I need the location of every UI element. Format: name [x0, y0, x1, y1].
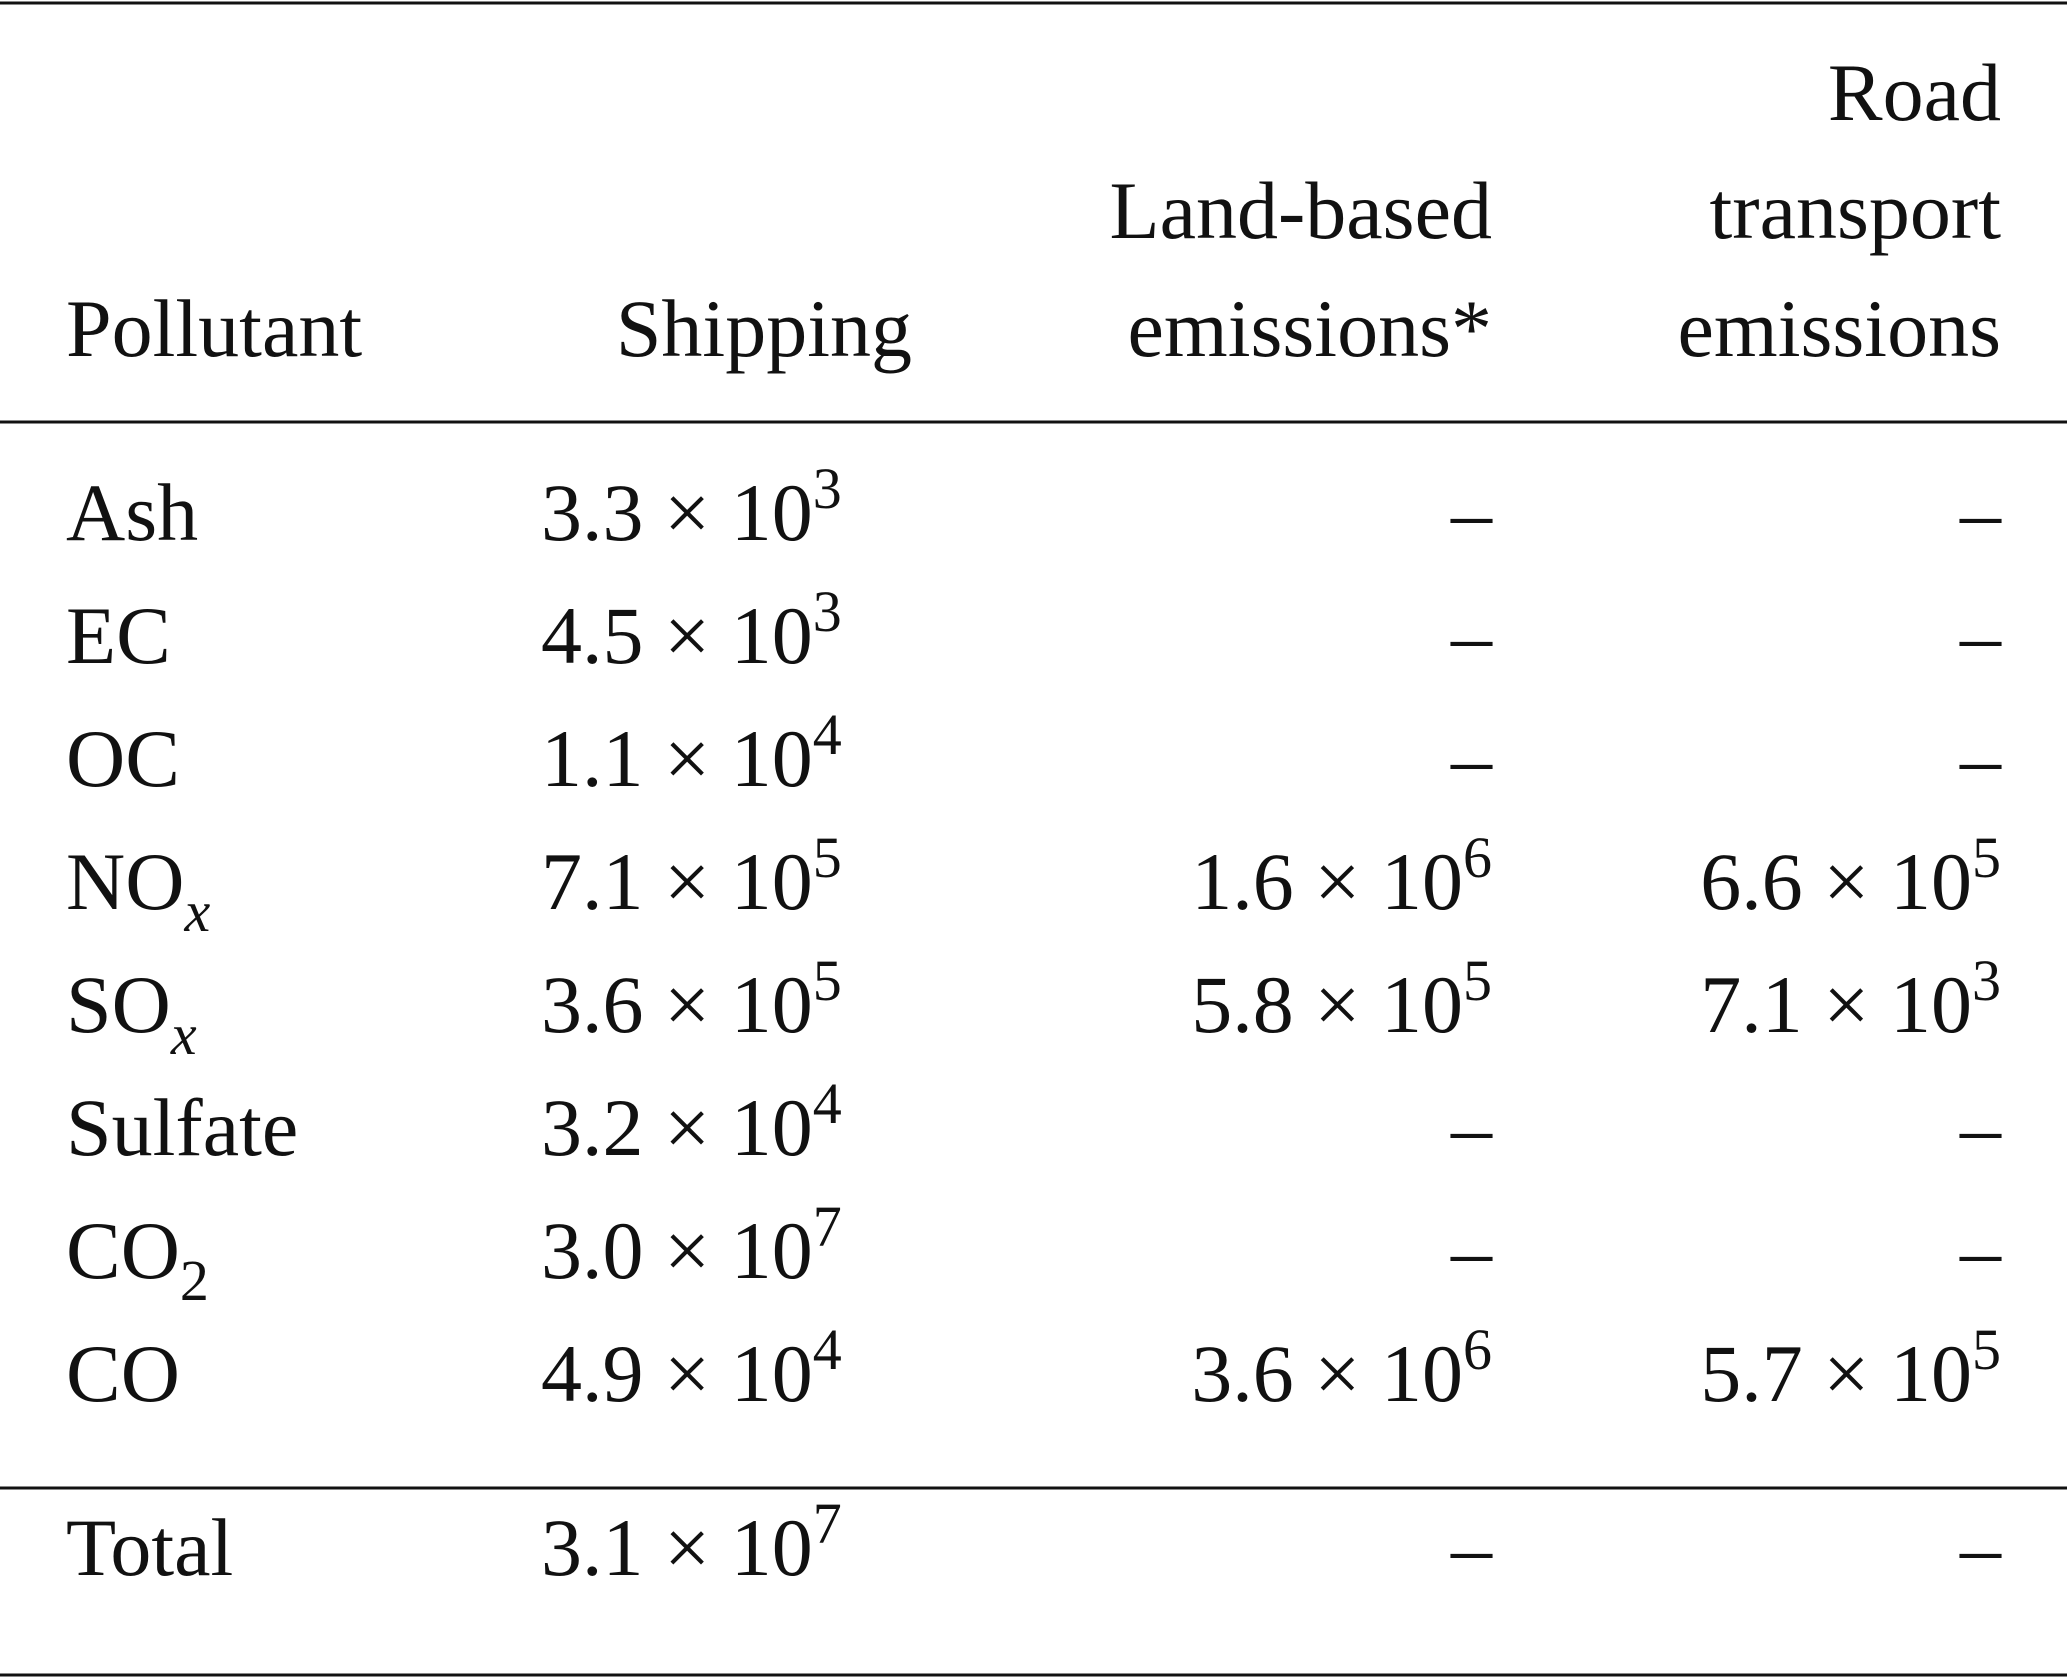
header-text: emissions*: [1128, 283, 1492, 374]
superscript: 3: [813, 456, 842, 521]
cell-base: 3.2 × 10: [541, 1082, 813, 1173]
cell-base: 1.1 × 10: [541, 713, 813, 804]
cell-base: 3.6 × 10: [1191, 1328, 1463, 1419]
total-cell: 3.1 × 107: [541, 1491, 842, 1593]
cell: 3.0 × 107: [541, 1194, 842, 1296]
superscript: 4: [813, 1071, 842, 1136]
superscript: 4: [813, 702, 842, 767]
cell: 3.2 × 104: [541, 1071, 842, 1173]
cell: 1.6 × 106: [1191, 825, 1492, 927]
superscript: 6: [1463, 1317, 1492, 1382]
cell: –: [1959, 590, 2002, 681]
superscript: 6: [1463, 825, 1492, 890]
cell: 6.6 × 105: [1700, 825, 2001, 927]
cell: 5.8 × 105: [1191, 948, 1492, 1050]
cell-base: 4.9 × 10: [541, 1328, 813, 1419]
total-label: Total: [66, 1502, 233, 1593]
cell: 1.1 × 104: [541, 702, 842, 804]
cell: 7.1 × 105: [541, 825, 842, 927]
header-text: transport: [1710, 165, 2002, 256]
cell: 4.5 × 103: [541, 579, 842, 681]
header-text: Land-based: [1110, 165, 1493, 256]
cell-base: 3.3 × 10: [541, 467, 813, 558]
row-label: Ash: [66, 467, 198, 558]
superscript: 4: [813, 1317, 842, 1382]
cell-base: SO: [66, 959, 171, 1050]
subscript: x: [183, 879, 210, 944]
superscript: 3: [813, 579, 842, 644]
row-label: NOx: [66, 836, 210, 944]
header-text: Pollutant: [66, 283, 362, 374]
cell-base: 1.6 × 10: [1191, 836, 1463, 927]
row-label: Sulfate: [66, 1082, 298, 1173]
cell: –: [1959, 1082, 2002, 1173]
superscript: 5: [1972, 825, 2001, 890]
row-label: OC: [66, 713, 180, 804]
row-label: CO: [66, 1328, 180, 1419]
cell: 4.9 × 104: [541, 1317, 842, 1419]
cell-base: 5.7 × 10: [1700, 1328, 1972, 1419]
cell-base: 3.1 × 10: [541, 1502, 813, 1593]
cell-base: 4.5 × 10: [541, 590, 813, 681]
cell: 5.7 × 105: [1700, 1317, 2001, 1419]
superscript: 5: [813, 825, 842, 890]
cell: 3.6 × 105: [541, 948, 842, 1050]
cell: 7.1 × 103: [1700, 948, 2001, 1050]
total-cell: –: [1450, 1502, 1493, 1593]
subscript: 2: [180, 1248, 209, 1313]
header-text: Shipping: [616, 283, 912, 374]
cell-base: 5.8 × 10: [1191, 959, 1463, 1050]
cell: –: [1450, 590, 1493, 681]
cell-base: CO: [66, 1205, 180, 1296]
cell: 3.3 × 103: [541, 456, 842, 558]
cell-base: 7.1 × 10: [541, 836, 813, 927]
total-cell: –: [1959, 1502, 2002, 1593]
row-label: CO2: [66, 1205, 209, 1313]
cell-base: 3.0 × 10: [541, 1205, 813, 1296]
superscript: 5: [813, 948, 842, 1013]
cell-base: 7.1 × 10: [1700, 959, 1972, 1050]
cell: –: [1959, 713, 2002, 804]
row-label: EC: [66, 590, 171, 681]
subscript: x: [170, 1002, 197, 1067]
header-text: Road: [1828, 47, 2001, 138]
cell: –: [1450, 713, 1493, 804]
cell: 3.6 × 106: [1191, 1317, 1492, 1419]
superscript: 5: [1463, 948, 1492, 1013]
cell: –: [1959, 467, 2002, 558]
superscript: 5: [1972, 1317, 2001, 1382]
cell-base: 6.6 × 10: [1700, 836, 1972, 927]
superscript: 3: [1972, 948, 2001, 1013]
cell: –: [1959, 1205, 2002, 1296]
cell-base: 3.6 × 10: [541, 959, 813, 1050]
superscript: 7: [813, 1194, 842, 1259]
cell: –: [1450, 1082, 1493, 1173]
header-text: emissions: [1678, 283, 2001, 374]
superscript: 7: [813, 1491, 842, 1556]
row-label: SOx: [66, 959, 197, 1067]
cell: –: [1450, 1205, 1493, 1296]
cell-base: NO: [66, 836, 184, 927]
cell: –: [1450, 467, 1493, 558]
